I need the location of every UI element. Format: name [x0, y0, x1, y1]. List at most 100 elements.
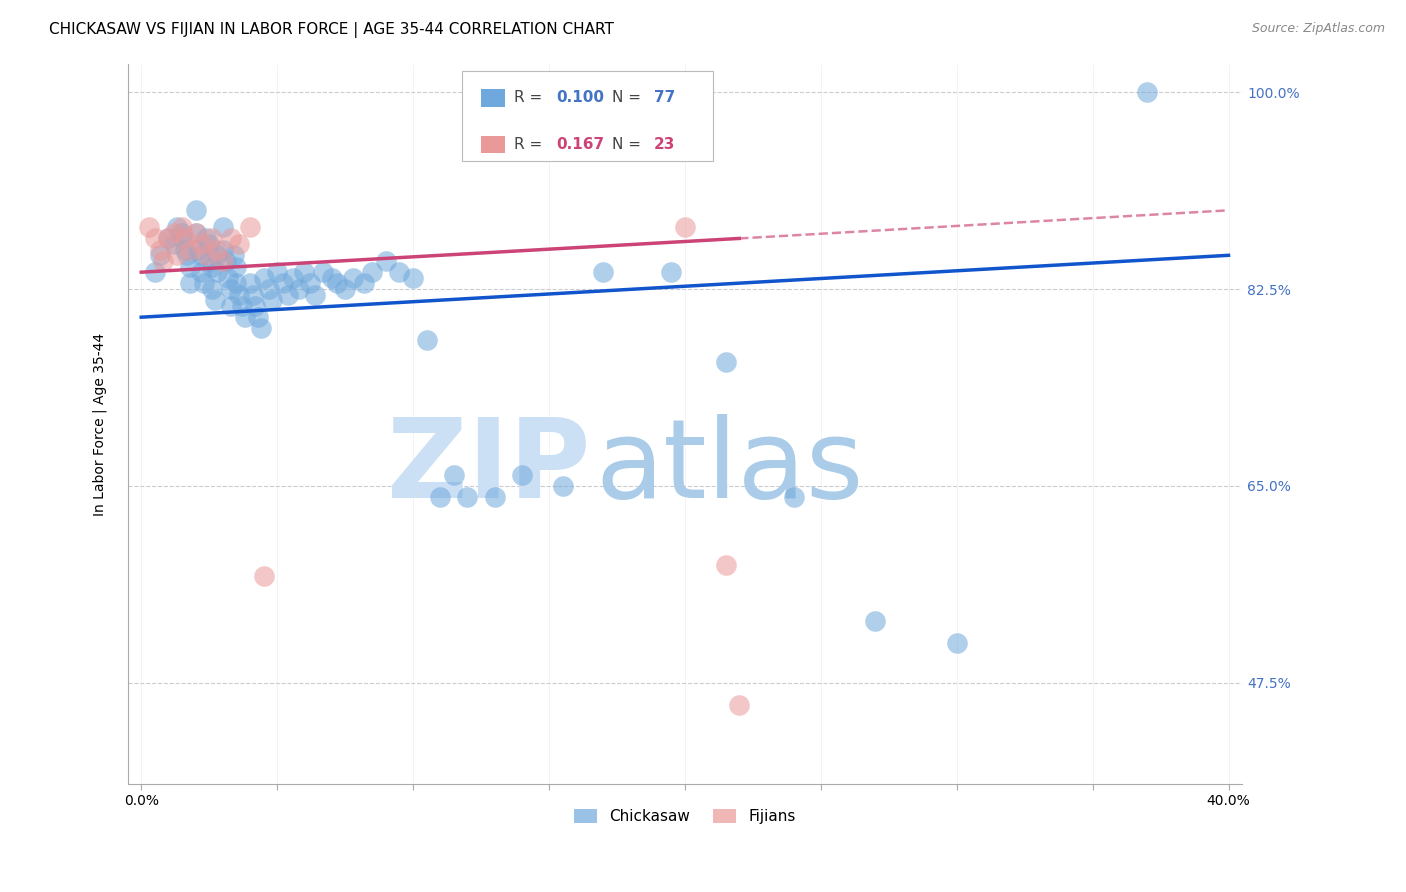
Fijians	[673, 220, 696, 235]
Chickasaw	[288, 282, 311, 296]
Chickasaw	[782, 490, 804, 504]
Chickasaw	[166, 220, 188, 235]
Chickasaw	[190, 265, 212, 279]
Chickasaw	[149, 248, 172, 262]
Fijians	[152, 254, 174, 268]
Fijians	[714, 558, 737, 572]
Chickasaw	[456, 490, 478, 504]
Fijians	[195, 248, 218, 262]
Fijians	[201, 231, 224, 245]
Chickasaw	[170, 231, 193, 245]
Chickasaw	[207, 265, 229, 279]
Chickasaw	[429, 490, 451, 504]
Chickasaw	[415, 333, 437, 347]
Chickasaw	[945, 636, 967, 650]
Chickasaw	[190, 248, 212, 262]
Chickasaw	[195, 231, 218, 245]
Chickasaw	[342, 270, 364, 285]
Chickasaw	[863, 614, 886, 628]
Chickasaw	[304, 287, 326, 301]
Fijians	[190, 237, 212, 252]
Chickasaw	[271, 277, 294, 291]
Fijians	[179, 243, 201, 257]
Chickasaw	[551, 479, 574, 493]
Fijians	[138, 220, 160, 235]
Chickasaw	[388, 265, 411, 279]
FancyBboxPatch shape	[463, 71, 713, 161]
Chickasaw	[219, 299, 242, 313]
Fijians	[149, 243, 172, 257]
Chickasaw	[204, 293, 226, 308]
Text: 0.167: 0.167	[557, 137, 605, 153]
Chickasaw	[217, 270, 239, 285]
Text: 77: 77	[654, 90, 675, 105]
Chickasaw	[277, 287, 299, 301]
Chickasaw	[228, 287, 250, 301]
Fijians	[728, 698, 751, 713]
Chickasaw	[239, 277, 262, 291]
Text: ZIP: ZIP	[387, 414, 591, 521]
Chickasaw	[219, 282, 242, 296]
Text: N =: N =	[613, 90, 647, 105]
Chickasaw	[201, 282, 224, 296]
Chickasaw	[353, 277, 375, 291]
Chickasaw	[143, 265, 166, 279]
Text: R =: R =	[515, 137, 547, 153]
Legend: Chickasaw, Fijians: Chickasaw, Fijians	[568, 803, 801, 830]
Chickasaw	[250, 321, 273, 335]
Fijians	[228, 237, 250, 252]
Fijians	[173, 231, 195, 245]
Text: R =: R =	[515, 90, 547, 105]
Fijians	[163, 226, 186, 240]
Fijians	[239, 220, 262, 235]
Chickasaw	[222, 248, 245, 262]
Chickasaw	[184, 203, 207, 218]
Chickasaw	[211, 220, 233, 235]
Chickasaw	[333, 282, 356, 296]
Text: 0.100: 0.100	[557, 90, 605, 105]
Chickasaw	[233, 310, 256, 325]
Chickasaw	[245, 299, 267, 313]
Chickasaw	[214, 254, 236, 268]
Text: Source: ZipAtlas.com: Source: ZipAtlas.com	[1251, 22, 1385, 36]
Text: atlas: atlas	[596, 414, 865, 521]
Chickasaw	[257, 282, 280, 296]
Chickasaw	[247, 310, 270, 325]
Chickasaw	[326, 277, 349, 291]
Chickasaw	[298, 277, 321, 291]
Fijians	[252, 569, 274, 583]
Fijians	[184, 226, 207, 240]
Y-axis label: In Labor Force | Age 35-44: In Labor Force | Age 35-44	[93, 333, 107, 516]
Fijians	[219, 231, 242, 245]
Chickasaw	[283, 270, 305, 285]
FancyBboxPatch shape	[481, 89, 506, 106]
Chickasaw	[225, 277, 247, 291]
FancyBboxPatch shape	[481, 136, 506, 153]
Chickasaw	[170, 226, 193, 240]
Chickasaw	[1136, 85, 1159, 99]
Chickasaw	[225, 260, 247, 274]
Chickasaw	[187, 243, 209, 257]
Chickasaw	[207, 248, 229, 262]
Chickasaw	[266, 265, 288, 279]
Chickasaw	[292, 265, 315, 279]
Chickasaw	[402, 270, 425, 285]
Chickasaw	[211, 243, 233, 257]
Chickasaw	[484, 490, 506, 504]
Fijians	[170, 220, 193, 235]
Chickasaw	[321, 270, 343, 285]
Chickasaw	[510, 467, 533, 482]
Fijians	[166, 248, 188, 262]
Chickasaw	[714, 355, 737, 369]
Text: 23: 23	[654, 137, 675, 153]
Chickasaw	[198, 237, 221, 252]
Fijians	[143, 231, 166, 245]
Chickasaw	[252, 270, 274, 285]
Fijians	[207, 243, 229, 257]
Chickasaw	[312, 265, 335, 279]
Text: CHICKASAW VS FIJIAN IN LABOR FORCE | AGE 35-44 CORRELATION CHART: CHICKASAW VS FIJIAN IN LABOR FORCE | AGE…	[49, 22, 614, 38]
Chickasaw	[374, 254, 396, 268]
Chickasaw	[176, 248, 198, 262]
Chickasaw	[193, 277, 215, 291]
Chickasaw	[443, 467, 465, 482]
